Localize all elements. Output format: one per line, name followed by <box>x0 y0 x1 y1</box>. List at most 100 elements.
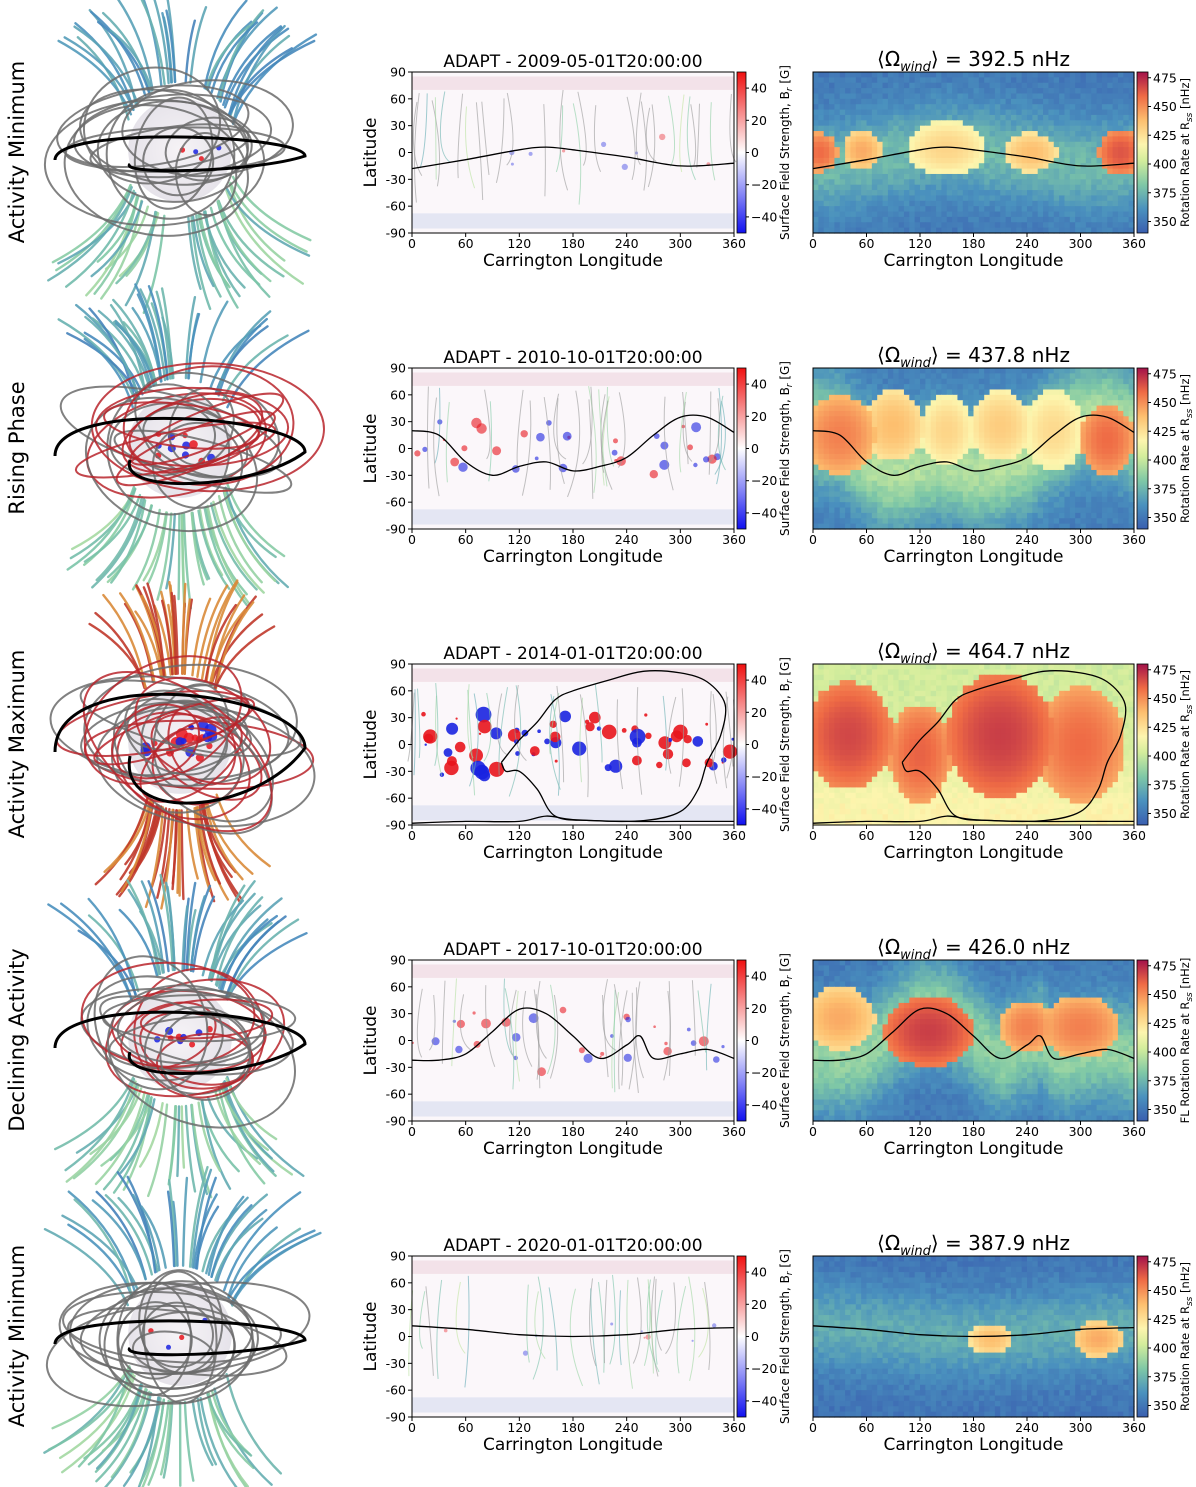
wind-cell <box>1075 496 1082 503</box>
wind-cell <box>903 163 910 170</box>
wind-cell <box>994 690 1001 697</box>
wind-cell <box>855 190 862 197</box>
wind-cell <box>850 712 857 719</box>
wind-cell <box>1021 443 1028 450</box>
open-field-line <box>203 0 248 90</box>
wind-cell <box>871 120 878 127</box>
wind-cell <box>936 690 942 697</box>
wind-cell <box>1064 685 1071 692</box>
wind-cell <box>834 443 841 450</box>
wind-cell <box>973 491 980 498</box>
wind-cell <box>1117 443 1124 450</box>
wind-cell <box>1107 448 1114 455</box>
cb2-tick-label: 475 <box>1153 70 1177 85</box>
wind-cell <box>1091 222 1098 229</box>
phase-label: Rising Phase <box>5 381 29 514</box>
open-field-line <box>197 509 231 590</box>
wind-cell <box>920 125 926 132</box>
wind-cell <box>866 195 873 202</box>
wind-cell <box>1101 394 1108 401</box>
wind-cell <box>994 701 1001 708</box>
wind-cell <box>952 77 959 84</box>
wind-cell <box>973 216 980 223</box>
wind-cell <box>1080 72 1087 78</box>
wind-cell <box>968 184 975 191</box>
wind-cell <box>877 701 884 708</box>
wind-cell <box>887 712 894 719</box>
wind-cell <box>962 400 969 407</box>
wind-cell <box>920 512 926 519</box>
wind-cell <box>1037 416 1044 423</box>
wind-cell <box>994 437 1001 444</box>
wind-cell <box>861 157 868 164</box>
open-field-line <box>214 601 255 690</box>
wind-cell <box>829 421 835 428</box>
wind-cell <box>903 179 910 186</box>
wind-cell <box>871 394 878 401</box>
wind-cell <box>1064 195 1071 202</box>
wind-cell <box>984 400 991 407</box>
wind-cell <box>850 125 857 132</box>
wind-cell <box>1085 98 1092 105</box>
wind-cell <box>936 368 942 374</box>
wind-cell <box>1005 373 1012 380</box>
wind-cell <box>903 82 910 89</box>
wind-cell <box>1128 421 1135 428</box>
br-spot <box>704 758 714 768</box>
wind-cell <box>1053 486 1060 493</box>
wind-cell <box>936 491 942 498</box>
wind-cell <box>968 706 975 713</box>
wind-cell <box>1032 437 1039 444</box>
wind-cell <box>968 448 975 455</box>
wind-cell <box>1101 512 1108 519</box>
wind-cell <box>1107 72 1114 78</box>
wind-cell <box>930 690 937 697</box>
wind-cell <box>957 163 964 170</box>
wind-cell <box>984 168 991 175</box>
wind-cell <box>962 120 969 127</box>
x-tick-label: 180 <box>561 236 585 251</box>
wind-cell <box>973 486 980 493</box>
wind-cell <box>877 82 884 89</box>
wind-cell <box>930 491 937 498</box>
wind-cell <box>1117 448 1124 455</box>
wind-cell <box>1107 125 1114 132</box>
wind-cell <box>984 200 991 207</box>
wind-cell <box>1112 120 1119 127</box>
wind-cell <box>1053 384 1060 391</box>
wind-cell <box>1037 227 1044 234</box>
wind-cell <box>1010 147 1017 154</box>
wind-cell <box>882 120 889 127</box>
wind-cell <box>1091 400 1098 407</box>
wind-cell <box>1117 507 1124 514</box>
wind-cell <box>957 152 964 159</box>
open-field-line <box>136 293 163 383</box>
wind-cell <box>936 211 942 218</box>
map-field-line <box>579 694 589 798</box>
wind-cell <box>1016 141 1023 148</box>
wind-cell <box>909 706 916 713</box>
wind-cell <box>1128 464 1135 471</box>
wind-cell <box>887 690 894 697</box>
wind-cell <box>1101 469 1108 476</box>
wind-cell <box>968 200 975 207</box>
wind-cell <box>1123 496 1130 503</box>
wind-cell <box>855 717 862 724</box>
wind-cell <box>1053 173 1060 180</box>
wind-cell <box>941 405 948 412</box>
wind-cell <box>1075 195 1082 202</box>
wind-cell <box>1080 448 1087 455</box>
wind-cell <box>850 459 857 466</box>
wind-cell <box>1016 173 1023 180</box>
wind-cell <box>941 690 948 697</box>
wind-cell <box>962 368 969 374</box>
wind-cell <box>930 216 937 223</box>
wind-cell <box>941 227 948 234</box>
wind-cell <box>946 368 953 374</box>
wind-cell <box>866 437 873 444</box>
wind-cell <box>818 674 825 681</box>
wind-cell <box>1091 685 1098 692</box>
wind-cell <box>1080 136 1087 143</box>
wind-cell <box>893 690 900 697</box>
wind-cell <box>845 469 852 476</box>
